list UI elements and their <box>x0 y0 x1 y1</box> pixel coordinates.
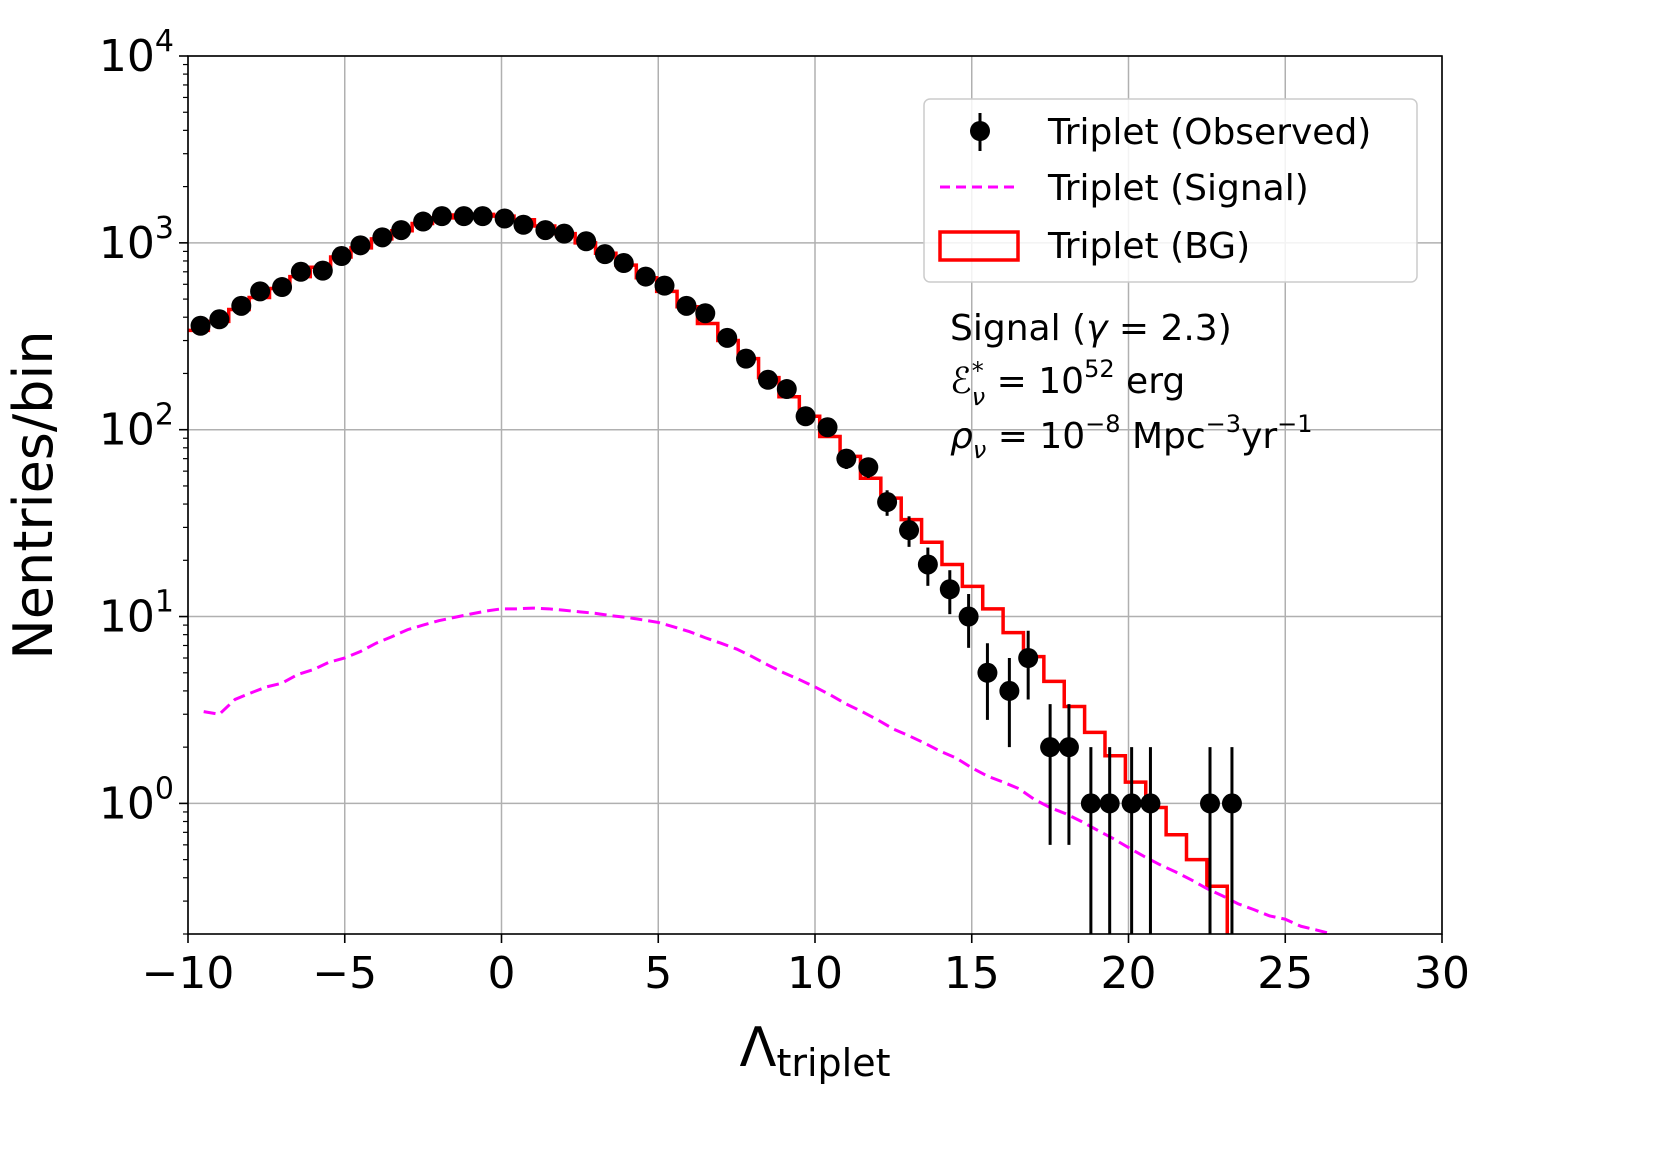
y-tick-label-base: 10 <box>99 31 155 82</box>
observed-point <box>209 309 230 330</box>
observed-point <box>431 206 452 227</box>
legend-observed-label: Triplet (Observed) <box>1047 112 1371 153</box>
observed-point <box>958 606 979 627</box>
observed-point <box>350 235 371 256</box>
observed-point <box>676 295 697 316</box>
x-axis-label-main: Λ <box>740 1016 777 1079</box>
observed-point <box>1058 737 1079 758</box>
x-tick-label-6: 20 <box>1101 948 1157 999</box>
observed-point <box>1099 793 1120 814</box>
observed-point <box>1040 737 1061 758</box>
observed-point <box>877 492 898 513</box>
y-tick-label-exponent: 1 <box>155 585 174 620</box>
observed-point <box>372 227 393 248</box>
observed-point <box>513 214 534 235</box>
legend-box <box>923 98 1418 283</box>
annotation-density: ρν = 10−8 Mpc−3yr−1 <box>950 410 1313 464</box>
legend-bg-label: Triplet (BG) <box>1047 226 1250 267</box>
observed-point <box>554 223 575 244</box>
observed-point <box>190 315 211 336</box>
bg-step-line <box>188 212 1229 934</box>
y-tick-label-4: 104 <box>99 24 174 82</box>
observed-point <box>1018 648 1039 669</box>
observed-point <box>939 579 960 600</box>
observed-point <box>654 275 675 296</box>
y-tick-label-0: 100 <box>99 771 174 829</box>
x-tick-label-7: 25 <box>1257 948 1313 999</box>
x-tick-label-2: 0 <box>488 948 516 999</box>
y-tick-label-base: 10 <box>99 592 155 643</box>
observed-point <box>312 260 333 281</box>
x-axis-label: Λtriplet <box>740 1016 891 1085</box>
observed-point <box>795 406 816 427</box>
observed-point <box>331 246 352 267</box>
x-tick-label-0: −10 <box>142 948 235 999</box>
observed-points <box>190 206 1242 934</box>
x-tick-label-1: −5 <box>312 948 377 999</box>
observed-point <box>858 457 879 478</box>
observed-point <box>250 281 271 302</box>
observed-point <box>776 379 797 400</box>
observed-point <box>736 348 757 369</box>
observed-point <box>1221 793 1242 814</box>
y-tick-label-exponent: 2 <box>155 398 174 433</box>
observed-point <box>817 417 838 438</box>
observed-point <box>1200 793 1221 814</box>
observed-point <box>977 662 998 683</box>
observed-point <box>1121 793 1142 814</box>
observed-point <box>836 448 857 469</box>
observed-point <box>472 206 493 227</box>
y-tick-label-exponent: 3 <box>155 211 174 246</box>
y-tick-label-base: 10 <box>99 405 155 456</box>
observed-point <box>413 211 434 232</box>
legend-bg-marker <box>938 230 1020 262</box>
observed-point <box>717 327 738 348</box>
observed-point <box>1140 793 1161 814</box>
observed-point <box>899 520 920 541</box>
observed-point <box>613 253 634 274</box>
observed-point <box>1080 793 1101 814</box>
x-axis-label-sub: triplet <box>776 1041 890 1085</box>
observed-point <box>917 554 938 575</box>
y-tick-label-base: 10 <box>99 778 155 829</box>
y-tick-label-exponent: 4 <box>155 24 174 59</box>
y-tick-label-base: 10 <box>99 218 155 269</box>
legend: Triplet (Observed) Triplet (Signal) Trip… <box>923 98 1418 283</box>
signal-dashed-line <box>203 606 1333 936</box>
annotation-signal-index: Signal (γ = 2.3) <box>950 308 1232 349</box>
observed-point <box>290 261 311 282</box>
x-tick-label-5: 15 <box>944 948 1000 999</box>
x-tick-label-4: 10 <box>787 948 843 999</box>
bg-histogram <box>188 212 1229 934</box>
annotation-energy: ℰ* ν = 1052 erg <box>950 355 1185 411</box>
observed-point <box>272 277 293 298</box>
y-tick-label-2: 102 <box>99 398 174 456</box>
observed-point <box>231 295 252 316</box>
y-tick-label-exponent: 0 <box>155 771 174 806</box>
legend-observed-dot <box>970 121 990 141</box>
observed-point <box>757 369 778 390</box>
signal-curve <box>203 606 1333 936</box>
y-tick-label-1: 101 <box>99 585 174 643</box>
x-tick-label-3: 5 <box>644 948 672 999</box>
y-tick-label-3: 103 <box>99 211 174 269</box>
x-tick-label-8: 30 <box>1414 948 1470 999</box>
legend-signal-label: Triplet (Signal) <box>1047 168 1309 209</box>
observed-point <box>535 220 556 241</box>
observed-point <box>453 206 474 227</box>
observed-point <box>635 266 656 287</box>
observed-point <box>494 208 515 229</box>
observed-point <box>999 680 1020 701</box>
observed-point <box>695 303 716 324</box>
legend-observed-marker <box>970 113 990 151</box>
y-axis-label: Nentries/bin <box>2 330 65 659</box>
observed-point <box>594 244 615 265</box>
observed-point <box>391 220 412 241</box>
observed-point <box>576 231 597 252</box>
